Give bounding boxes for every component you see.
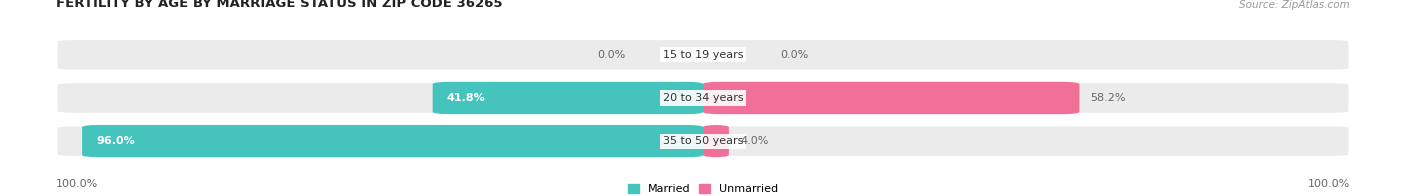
- Text: 41.8%: 41.8%: [447, 93, 485, 103]
- FancyBboxPatch shape: [703, 82, 1080, 114]
- Text: 100.0%: 100.0%: [56, 179, 98, 189]
- Text: 96.0%: 96.0%: [96, 136, 135, 146]
- FancyBboxPatch shape: [433, 82, 703, 114]
- Text: 0.0%: 0.0%: [598, 50, 626, 60]
- FancyBboxPatch shape: [56, 39, 1350, 71]
- Text: FERTILITY BY AGE BY MARRIAGE STATUS IN ZIP CODE 36265: FERTILITY BY AGE BY MARRIAGE STATUS IN Z…: [56, 0, 503, 10]
- Text: 0.0%: 0.0%: [780, 50, 808, 60]
- FancyBboxPatch shape: [56, 125, 1350, 157]
- FancyBboxPatch shape: [82, 125, 703, 157]
- Text: 20 to 34 years: 20 to 34 years: [662, 93, 744, 103]
- Text: 4.0%: 4.0%: [740, 136, 769, 146]
- Text: 58.2%: 58.2%: [1091, 93, 1126, 103]
- Text: 35 to 50 years: 35 to 50 years: [662, 136, 744, 146]
- FancyBboxPatch shape: [703, 125, 728, 157]
- Legend: Married, Unmarried: Married, Unmarried: [627, 184, 779, 194]
- Text: 15 to 19 years: 15 to 19 years: [662, 50, 744, 60]
- Text: 100.0%: 100.0%: [1308, 179, 1350, 189]
- Text: Source: ZipAtlas.com: Source: ZipAtlas.com: [1239, 0, 1350, 10]
- FancyBboxPatch shape: [56, 82, 1350, 114]
